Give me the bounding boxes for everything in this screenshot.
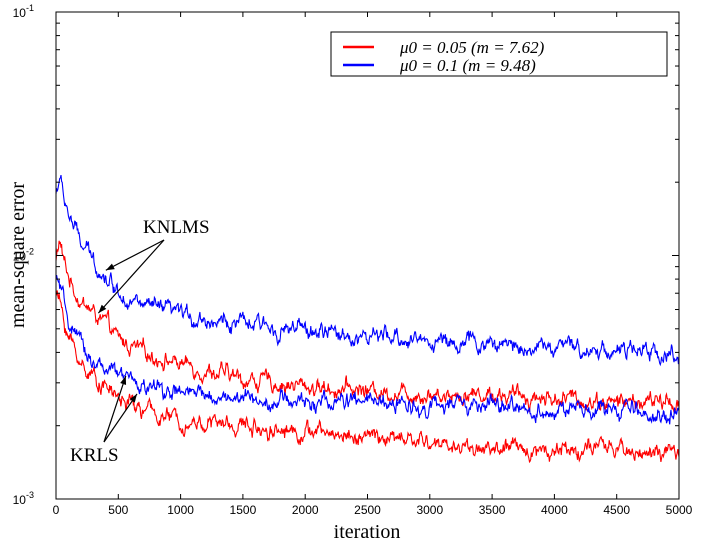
annotations: KNLMS KRLS bbox=[70, 217, 210, 466]
y-tick-label: 10-3 bbox=[13, 490, 34, 507]
series-lines bbox=[55, 174, 680, 464]
annotation-arrow bbox=[97, 239, 165, 314]
annotation-label: KNLMS bbox=[143, 217, 210, 238]
legend-label: μ0 = 0.05 (m = 7.62) bbox=[399, 38, 545, 57]
series-line bbox=[55, 274, 680, 425]
x-tick-label: 2000 bbox=[292, 503, 319, 517]
legend-box bbox=[330, 31, 668, 77]
x-tick-label: 4500 bbox=[603, 503, 630, 517]
annotation-arrowhead bbox=[98, 304, 107, 314]
annotation-arrowhead bbox=[129, 393, 137, 403]
annotation-arrow bbox=[105, 239, 165, 271]
x-tick-label: 4000 bbox=[541, 503, 568, 517]
x-tick-label: 3500 bbox=[479, 503, 506, 517]
y-tick-label: 10-1 bbox=[13, 3, 34, 20]
x-tick-label: 500 bbox=[108, 503, 128, 517]
annotation-arrow bbox=[103, 375, 127, 443]
x-tick-label: 5000 bbox=[666, 503, 693, 517]
axis-ticks: 0 500 1000 1500 2000 2500 3000 3500 4000 4500 5000… bbox=[13, 3, 693, 517]
series-line bbox=[55, 174, 680, 367]
annotation-arrow bbox=[103, 393, 138, 443]
x-tick-label: 2500 bbox=[354, 503, 381, 517]
x-tick-label: 1000 bbox=[167, 503, 194, 517]
annotation-label: KRLS bbox=[70, 445, 119, 466]
legend-label: μ0 = 0.1 (m = 9.48) bbox=[399, 56, 536, 75]
y-axis-title: mean-square error bbox=[7, 182, 29, 328]
x-tick-label: 1500 bbox=[230, 503, 257, 517]
series-line bbox=[55, 240, 680, 413]
series-line bbox=[55, 290, 680, 464]
x-tick-label: 3000 bbox=[416, 503, 443, 517]
x-axis-title: iteration bbox=[334, 521, 401, 543]
legend: μ0 = 0.05 (m = 7.62)μ0 = 0.1 (m = 9.48) bbox=[330, 31, 668, 77]
annotation-arrowhead bbox=[120, 375, 127, 385]
y-tick-label: 10-2 bbox=[13, 247, 34, 264]
x-tick-label: 0 bbox=[53, 503, 60, 517]
annotation-arrowhead bbox=[105, 263, 115, 271]
